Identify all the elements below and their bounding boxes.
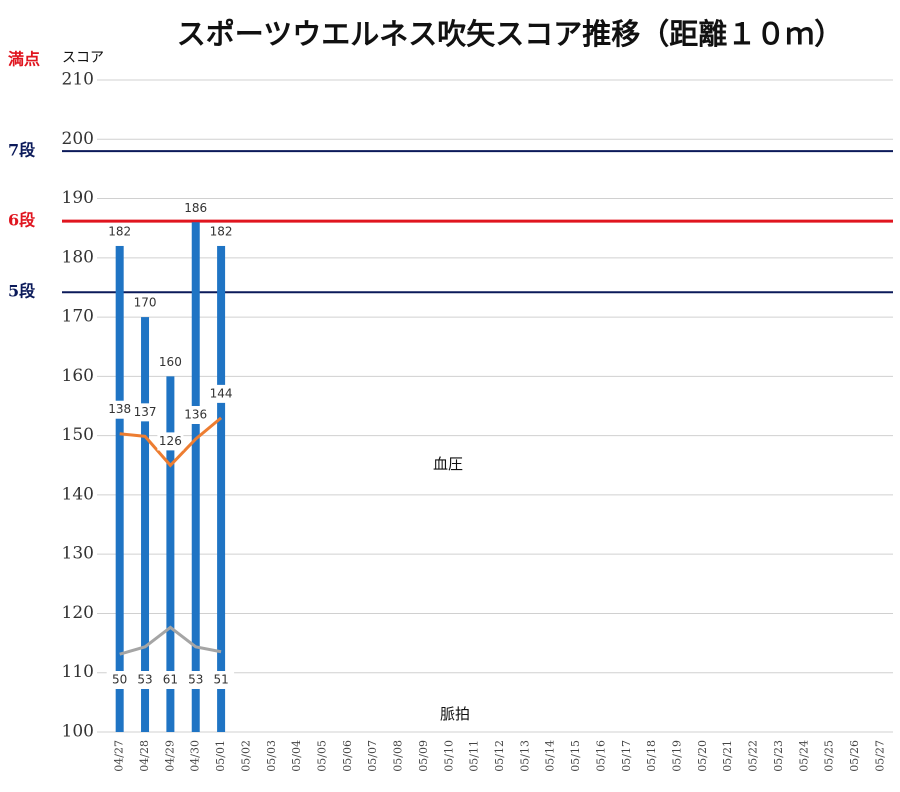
x-tick-label: 05/21	[721, 740, 734, 772]
label-box	[208, 671, 235, 689]
x-tick-label: 05/18	[645, 740, 658, 772]
x-tick-label: 05/02	[239, 740, 252, 772]
data-label: 53	[188, 673, 203, 687]
reference-label: 6段	[8, 211, 36, 230]
x-tick-label: 05/26	[848, 740, 861, 772]
label-box	[106, 671, 133, 689]
data-label: 61	[163, 673, 178, 687]
x-tick-label: 05/12	[493, 740, 506, 772]
y-tick-label: 100	[62, 722, 94, 742]
x-tick-label: 05/23	[772, 740, 785, 772]
y-tick-label: 190	[62, 188, 94, 208]
x-tick-label: 05/16	[594, 740, 607, 772]
data-label: 53	[137, 673, 152, 687]
x-tick-label: 05/11	[468, 740, 481, 772]
y-tick-label: 130	[62, 544, 94, 564]
x-tick-label: 05/24	[797, 740, 810, 772]
y-tick-label: 170	[62, 307, 94, 327]
data-label: 144	[210, 386, 233, 400]
x-tick-label: 05/27	[873, 740, 886, 772]
max-label: 満点	[8, 50, 40, 69]
data-label: 170	[134, 296, 157, 310]
data-label: 51	[213, 673, 228, 687]
line-series	[119, 416, 223, 468]
x-tick-label: 05/10	[442, 740, 455, 772]
x-tick-label: 04/29	[163, 740, 176, 772]
x-tick-label: 04/30	[189, 740, 202, 772]
y-tick-label: 110	[62, 662, 94, 682]
data-label: 182	[108, 224, 131, 238]
x-tick-label: 05/15	[569, 740, 582, 772]
label-box	[182, 671, 209, 689]
x-tick-label: 04/27	[113, 740, 126, 772]
label-box	[106, 400, 133, 419]
bar	[141, 317, 150, 732]
x-tick-label: 05/08	[392, 740, 405, 772]
bar	[217, 245, 226, 733]
x-tick-label: 05/13	[518, 740, 531, 772]
series-label: 脈拍	[440, 705, 470, 723]
y-tick-label: 180	[62, 247, 94, 267]
label-box	[208, 384, 235, 403]
x-tick-label: 05/14	[544, 740, 557, 772]
reference-label: 5段	[8, 282, 36, 301]
data-label: 50	[112, 673, 127, 687]
x-tick-label: 05/03	[265, 740, 278, 772]
y-tick-label: 140	[62, 484, 94, 504]
label-box	[132, 671, 159, 689]
x-tick-label: 05/22	[747, 740, 760, 772]
data-label: 136	[184, 407, 207, 421]
x-tick-label: 05/07	[366, 740, 379, 772]
x-tick-label: 05/20	[696, 740, 709, 772]
x-tick-label: 05/05	[316, 740, 329, 772]
reference-label: 7段	[8, 141, 36, 160]
label-box	[182, 405, 209, 424]
label-box	[157, 432, 184, 451]
line-series	[119, 625, 222, 656]
y-tick-label: 160	[62, 366, 94, 386]
x-tick-label: 05/01	[214, 740, 227, 772]
chart-title: スポーツウエルネス吹矢スコア推移（距離１０ｍ）	[177, 17, 843, 51]
data-label: 182	[210, 224, 233, 238]
y-tick-label: 210	[62, 70, 94, 90]
series-label: 血圧	[433, 455, 463, 473]
data-label: 186	[184, 201, 207, 215]
x-tick-label: 05/25	[823, 740, 836, 772]
y-tick-label: 200	[62, 129, 94, 149]
y-tick-label: 150	[62, 425, 94, 445]
data-label: 138	[108, 402, 131, 416]
x-tick-label: 05/09	[417, 740, 430, 772]
data-label: 160	[159, 355, 182, 369]
bar	[191, 222, 200, 732]
bar	[166, 376, 175, 732]
x-tick-label: 05/06	[341, 740, 354, 772]
x-tick-label: 05/17	[620, 740, 633, 772]
y-tick-label: 120	[62, 603, 94, 623]
x-tick-label: 05/04	[290, 740, 303, 772]
y-axis-label: スコア	[62, 50, 104, 66]
data-label: 137	[134, 405, 157, 419]
label-box	[132, 403, 159, 422]
bar	[115, 245, 124, 733]
label-box	[157, 671, 184, 689]
x-tick-label: 05/19	[670, 740, 683, 772]
x-tick-label: 04/28	[138, 740, 151, 772]
data-label: 126	[159, 434, 182, 448]
